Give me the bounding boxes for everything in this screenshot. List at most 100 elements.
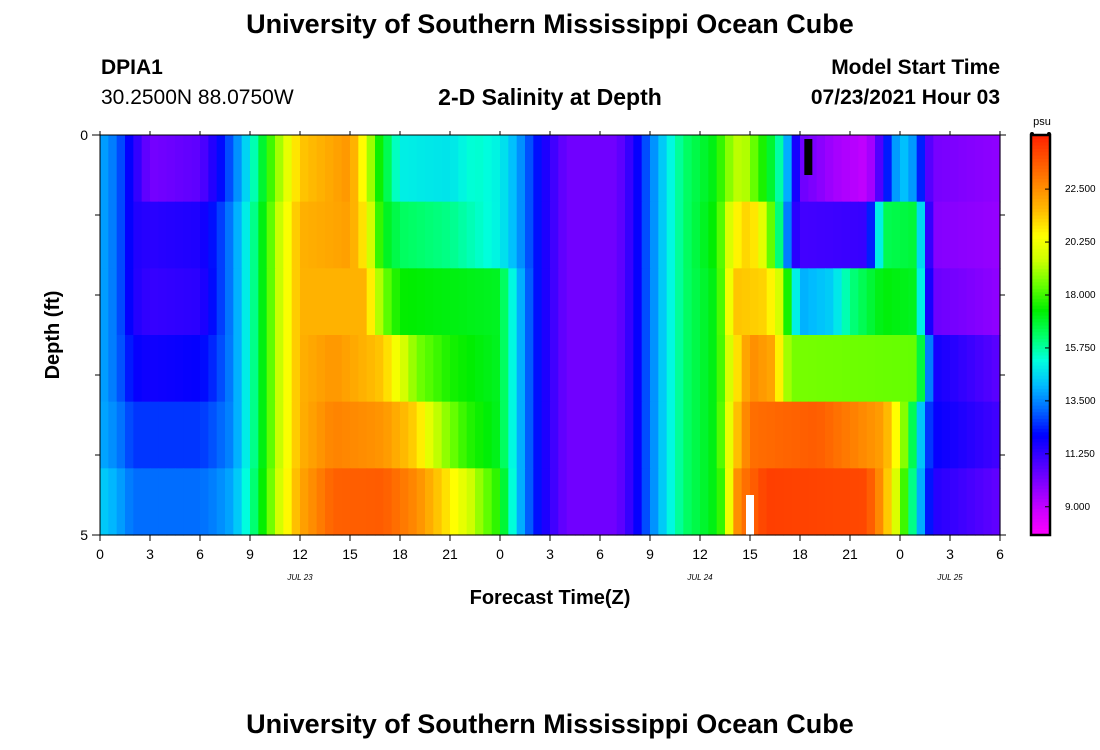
heatmap-cell [242,202,251,269]
heatmap-cell [825,202,834,269]
heatmap-cell [525,202,534,269]
heatmap-cell [742,135,751,202]
heatmap-cell [725,335,734,402]
heatmap-cell [858,202,867,269]
heatmap-cell [917,135,926,202]
heatmap-cell [433,335,442,402]
heatmap-cell [775,402,784,469]
heatmap-cell [492,268,501,335]
heatmap-cell [758,402,767,469]
heatmap-cell [525,402,534,469]
heatmap-cell [558,135,567,202]
heatmap-cell [492,202,501,269]
heatmap-cell [525,135,534,202]
heatmap-cell [917,202,926,269]
heatmap-cell [358,202,367,269]
heatmap-cell [467,402,476,469]
heatmap-cell [158,468,167,535]
heatmap-cell [808,268,817,335]
heatmap-cell [142,335,151,402]
heatmap-cell [292,468,301,535]
heatmap-cell [125,402,134,469]
heatmap-cell [783,135,792,202]
heatmap-cell [183,202,192,269]
heatmap-cell [492,335,501,402]
heatmap-cell [408,268,417,335]
heatmap-cell [417,335,426,402]
heatmap-cell [800,268,809,335]
heatmap-cell [800,468,809,535]
heatmap-cell [817,402,826,469]
heatmap-cell [833,335,842,402]
heatmap-cell [567,335,576,402]
heatmap-cell [308,202,317,269]
heatmap-cell [808,335,817,402]
heatmap-cell [450,468,459,535]
heatmap-cell [817,335,826,402]
heatmap-cell [908,135,917,202]
heatmap-cell [642,135,651,202]
heatmap-cell [633,402,642,469]
heatmap-cell [117,335,126,402]
colorbar-tick-label: 15.750 [1065,343,1096,354]
heatmap-cell [667,402,676,469]
heatmap-cell [175,268,184,335]
heatmap-cell [708,268,717,335]
heatmap-cell [367,202,376,269]
x-tick-label: 12 [292,546,308,562]
x-tick-label: 21 [842,546,858,562]
heatmap-cell [458,135,467,202]
heatmap-cell [642,335,651,402]
heatmap-cell [425,202,434,269]
heatmap-cell [525,268,534,335]
heatmap-cell [192,135,201,202]
heatmap-cell [125,202,134,269]
heatmap-cell [567,202,576,269]
heatmap-cell [983,335,992,402]
heatmap-cell [158,402,167,469]
heatmap-cell [925,268,934,335]
heatmap-cell [283,468,292,535]
heatmap-cell [575,202,584,269]
heatmap-cell [950,268,959,335]
heatmap-cell [650,135,659,202]
heatmap-cell [875,268,884,335]
heatmap-cell [967,468,976,535]
heatmap-cell [625,468,634,535]
heatmap-cell [150,402,159,469]
heatmap-cell [408,402,417,469]
heatmap-cell [567,268,576,335]
heatmap-cell [600,268,609,335]
heatmap-cell [533,402,542,469]
heatmap-cell [325,202,334,269]
heatmap-cell [417,468,426,535]
heatmap-cell [725,402,734,469]
heatmap-cell [450,268,459,335]
heatmap-cell [658,468,667,535]
heatmap-cell [650,335,659,402]
heatmap-cell [400,402,409,469]
heatmap-cell [158,268,167,335]
heatmap-cell [208,135,217,202]
heatmap-cell [208,468,217,535]
heatmap-cell [750,402,759,469]
heatmap-cell [442,268,451,335]
heatmap-cell [942,335,951,402]
x-tick-label: 0 [896,546,904,562]
heatmap-cell [308,135,317,202]
heatmap-cell [383,135,392,202]
heatmap-cell [875,202,884,269]
colorbar: 9.000 11.250 13.500 15.750 18.000 20.250 22.50… [1030,132,1096,536]
heatmap-cell [608,268,617,335]
heatmap-cell [867,202,876,269]
heatmap-cell [483,268,492,335]
heatmap-cell [475,135,484,202]
heatmap-cell [300,335,309,402]
heatmap-cell [217,268,226,335]
x-tick-label: 6 [196,546,204,562]
heatmap-cell [508,335,517,402]
heatmap-cell [808,202,817,269]
heatmap-cell [800,402,809,469]
heatmap-cell [225,335,234,402]
heatmap-cell [242,402,251,469]
